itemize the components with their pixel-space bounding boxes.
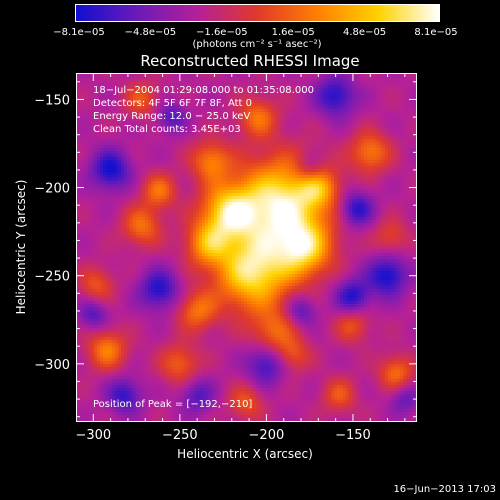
colorbar-tick-label: −8.1e−05	[53, 27, 105, 38]
annotation-energy: Energy Range: 12.0 − 25.0 keV	[93, 111, 250, 122]
plot-area: −300 −250 −200 −150 −300 −250 −200 −150 18−Jul…	[34, 73, 417, 443]
footer-date: 16−Jun−2013 17:03	[393, 484, 496, 495]
annotation-peak: Position of Peak = [−192,−210]	[93, 399, 252, 410]
colorbar-tick-label: 4.8e−05	[343, 27, 387, 38]
y-tick-label: −150	[34, 93, 70, 108]
x-axis: −300 −250 −200 −150	[75, 73, 406, 443]
colorbar	[75, 4, 440, 22]
annotation-detectors: Detectors: 4F 5F 6F 7F 8F, Att 0	[93, 98, 252, 109]
x-tick-label: −250	[162, 428, 198, 443]
colorbar-tick-label: 8.1e−05	[414, 27, 458, 38]
y-tick-label: −250	[34, 270, 70, 285]
x-axis-label: Heliocentric X (arcsec)	[177, 447, 313, 461]
colorbar-tick-label: −1.6e−05	[196, 27, 248, 38]
colorbar-tick-label: −4.8e−05	[124, 27, 177, 38]
y-tick-label: −200	[34, 182, 70, 197]
heatmap-image	[76, 73, 417, 422]
plot-frame	[76, 73, 417, 422]
colorbar-tick-label: 1.6e−05	[271, 27, 315, 38]
chart-title: Reconstructed RHESSI Image	[140, 52, 360, 70]
x-tick-label: −150	[335, 428, 371, 443]
x-tick-label: −200	[249, 428, 285, 443]
x-tick-label: −300	[75, 428, 111, 443]
axes-overlay: −300 −250 −200 −150 −300 −250 −200 −150 18−Jul…	[34, 73, 417, 443]
y-axis-label: Heliocentric Y (arcsec)	[14, 179, 28, 315]
annotation-clean: Clean Total counts: 3.45E+03	[93, 124, 241, 135]
colorbar-unit-label: (photons cm⁻² s⁻¹ asec⁻²)	[192, 39, 322, 50]
annotation-time: 18−Jul−2004 01:29:08.000 to 01:35:08.000	[93, 85, 314, 96]
y-tick-label: −300	[34, 358, 70, 373]
y-axis: −300 −250 −200 −150	[34, 81, 417, 418]
